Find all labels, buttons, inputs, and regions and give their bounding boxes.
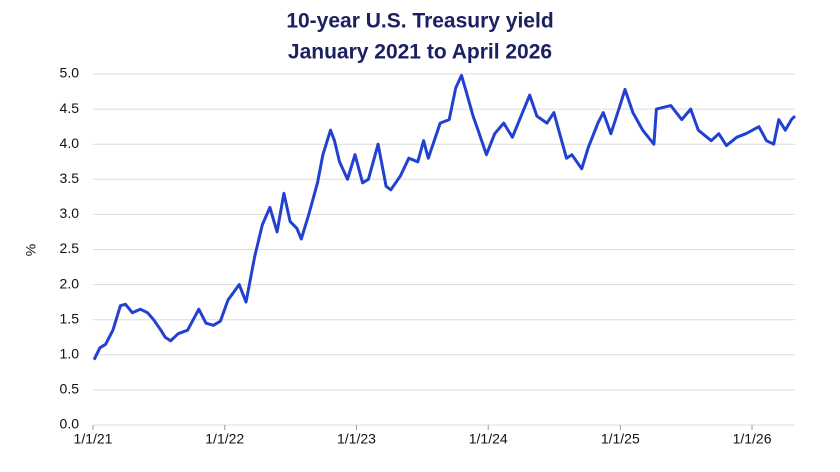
y-tick-label: 5.0 — [60, 65, 80, 81]
x-tick-label: 1/1/26 — [733, 431, 772, 447]
y-tick-label: 4.0 — [60, 135, 80, 151]
x-tick-label: 1/1/23 — [337, 431, 376, 447]
y-tick-label: 3.0 — [60, 205, 80, 221]
y-axis-label: % — [23, 244, 39, 256]
y-tick-label: 0.0 — [60, 416, 80, 432]
y-tick-label: 4.5 — [60, 100, 80, 116]
y-tick-label: 1.5 — [60, 310, 80, 326]
y-tick-label: 2.0 — [60, 275, 80, 291]
x-tick-label: 1/1/25 — [601, 431, 640, 447]
x-tick-label: 1/1/24 — [469, 431, 508, 447]
x-tick-label: 1/1/21 — [74, 431, 113, 447]
y-tick-label: 1.0 — [60, 346, 80, 362]
chart-subtitle: January 2021 to April 2026 — [288, 41, 552, 64]
x-tick-label: 1/1/22 — [205, 431, 244, 447]
line — [92, 73, 797, 361]
y-tick-label: 0.5 — [60, 381, 80, 397]
y-tick-label: 2.5 — [60, 240, 80, 256]
y-tick-label: 3.5 — [60, 170, 80, 186]
chart-title: 10-year U.S. Treasury yield — [286, 10, 553, 33]
